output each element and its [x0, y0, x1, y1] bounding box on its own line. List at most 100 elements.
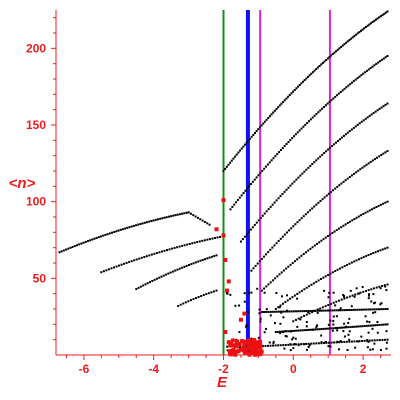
data-point-c0-5	[69, 246, 72, 249]
data-point-c9-24	[313, 244, 316, 247]
data-point-c10-46	[384, 247, 387, 250]
data-point-c11-6	[308, 312, 311, 315]
data-point-c9-9	[280, 271, 283, 274]
red-point-8	[242, 311, 247, 316]
data-point-c11-23	[354, 293, 357, 296]
data-point-c14-50	[363, 339, 366, 342]
data-point-c2-26	[165, 249, 168, 252]
data-point-c12-28	[320, 309, 323, 312]
data-point-c2-43	[208, 238, 211, 241]
data-point-c9-29	[324, 236, 327, 239]
data-point-c8-65	[386, 150, 389, 153]
data-point-c12-2	[265, 310, 268, 313]
data-point-c8-2	[254, 264, 257, 267]
scatter-point-96	[258, 308, 261, 311]
data-point-c2-14	[135, 258, 138, 261]
data-point-c12-26	[316, 309, 319, 312]
data-point-c5-74	[345, 41, 348, 44]
scatter-point-5	[335, 315, 338, 318]
data-point-c3-4	[144, 283, 147, 286]
data-point-c5-19	[253, 131, 256, 134]
red-point-1	[221, 233, 226, 238]
data-point-c13-28	[332, 327, 335, 330]
scatter-point-125	[226, 349, 229, 352]
data-point-c2-46	[216, 236, 219, 239]
data-point-c8-36	[325, 194, 328, 197]
data-point-c9-20	[304, 251, 307, 254]
data-point-c7-24	[287, 186, 290, 189]
data-point-c8-17	[286, 231, 289, 234]
scatter-point-159	[289, 349, 292, 352]
data-point-c6-77	[373, 64, 376, 67]
data-point-c8-58	[371, 159, 374, 162]
data-point-c6-81	[380, 58, 383, 61]
data-point-c8-19	[290, 227, 293, 230]
scatter-point-48	[367, 294, 370, 297]
scatter-point-147	[327, 309, 330, 312]
data-point-c5-90	[371, 21, 374, 24]
data-point-c13-12	[299, 329, 302, 332]
scatter-point-95	[273, 322, 276, 325]
scatter-point-98	[331, 329, 334, 332]
data-point-c0-28	[119, 228, 122, 231]
data-point-c0-18	[97, 236, 100, 239]
data-point-c4-3	[184, 301, 187, 304]
data-point-c8-34	[321, 198, 324, 201]
red-cluster-point-65	[235, 339, 240, 344]
red-cluster-point-45	[228, 341, 233, 346]
scatter-point-138	[296, 325, 299, 328]
data-point-c6-38	[300, 127, 303, 130]
data-point-c2-45	[213, 237, 216, 240]
data-point-c3-5	[146, 282, 149, 285]
x-axis-title: E	[217, 374, 228, 391]
data-point-c5-37	[283, 99, 286, 102]
data-point-c6-76	[371, 65, 374, 68]
red-point-0	[221, 198, 226, 203]
data-point-c13-30	[336, 326, 339, 329]
data-point-c13-25	[326, 327, 329, 330]
scatter-point-153	[320, 341, 323, 344]
data-point-c13-43	[363, 325, 366, 328]
data-point-c11-1	[294, 318, 297, 321]
data-point-c12-8	[277, 310, 280, 313]
data-point-c9-6	[274, 277, 277, 280]
scatter-point-106	[238, 346, 241, 349]
scatter-point-29	[284, 330, 287, 333]
data-point-c13-32	[341, 326, 344, 329]
data-point-c11-31	[375, 286, 378, 289]
data-point-c12-10	[282, 310, 285, 313]
data-point-c2-22	[155, 252, 158, 255]
data-point-c2-19	[148, 254, 151, 257]
scatter-point-26	[332, 291, 335, 294]
data-point-c6-39	[302, 125, 305, 128]
data-point-c9-33	[333, 230, 336, 233]
data-point-c7-43	[325, 150, 328, 153]
data-point-c14-34	[322, 342, 325, 345]
data-point-c9-1	[263, 287, 266, 290]
data-point-c8-25	[302, 215, 305, 218]
red-cluster-point-75	[253, 340, 258, 345]
red-cluster-point-11	[246, 351, 251, 356]
data-point-c5-85	[363, 27, 366, 30]
data-point-c3-28	[199, 259, 202, 262]
data-point-c2-7	[118, 264, 121, 267]
data-point-c2-35	[188, 242, 191, 245]
data-point-c7-29	[297, 176, 300, 179]
data-point-c2-28	[171, 247, 174, 250]
data-point-c1-8	[206, 222, 209, 225]
data-marks	[58, 10, 389, 357]
data-point-c6-35	[294, 133, 297, 136]
scatter-point-143	[379, 303, 382, 306]
data-point-c0-26	[115, 230, 118, 233]
data-point-c2-23	[158, 251, 161, 254]
data-point-c12-24	[311, 309, 314, 312]
scatter-point-1	[272, 342, 275, 345]
red-cluster-point-71	[250, 348, 255, 353]
data-point-c6-54	[330, 99, 333, 102]
scatter-point-101	[372, 311, 375, 314]
red-cluster-point-33	[242, 344, 247, 349]
scatter-point-45	[327, 345, 330, 348]
data-point-c10-28	[341, 266, 344, 269]
data-point-c9-27	[320, 239, 323, 242]
